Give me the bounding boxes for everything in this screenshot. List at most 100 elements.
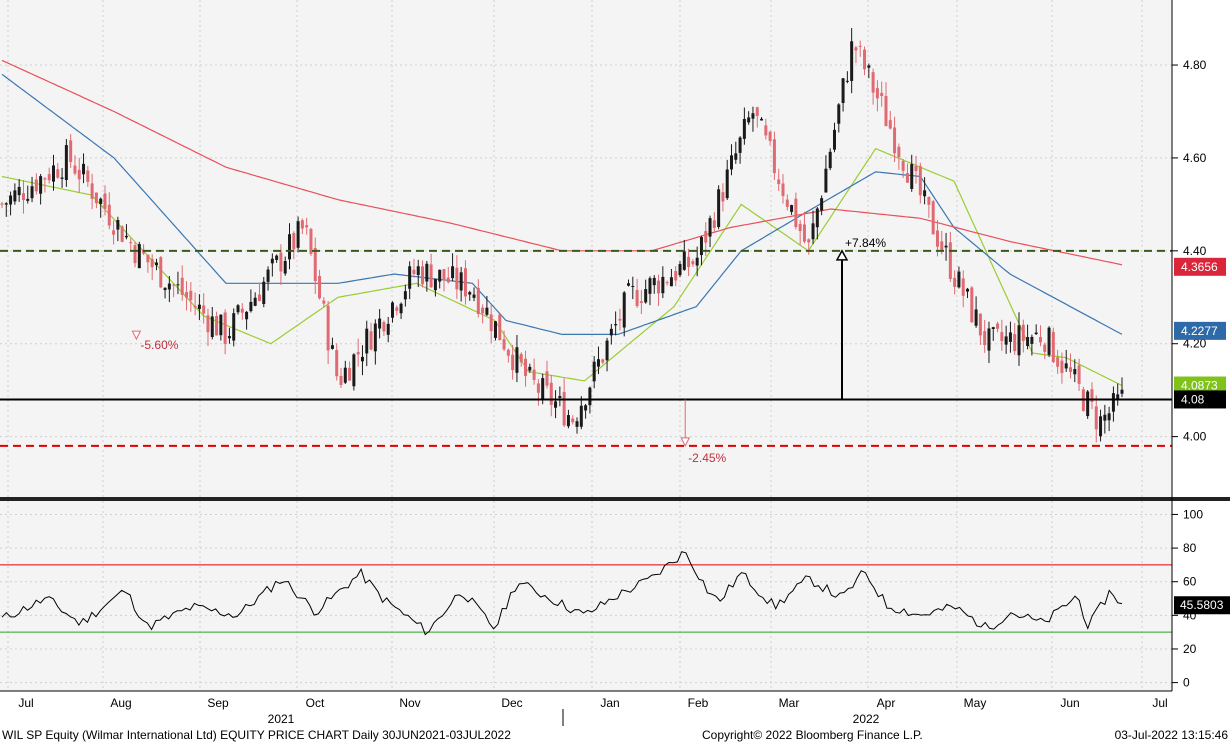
candle-body [343,367,347,383]
candle-body [669,277,673,287]
candle-body [790,205,794,212]
candle-body [970,287,974,323]
candle-body [1021,324,1025,341]
candle-body [541,378,545,400]
price-badge-label: 4.0873 [1181,379,1218,393]
candle-body [545,371,549,386]
price-badge [1174,376,1226,395]
month-label: Sep [207,696,229,710]
candle-body [408,266,412,289]
candle-body [197,304,201,310]
candle-body [519,354,523,363]
candle-body [39,176,43,194]
rsi-badge-label: 45.5803 [1180,598,1224,612]
candle-body [880,92,884,97]
price-axis-label: 4.80 [1183,58,1207,72]
candle-body [738,137,742,153]
candle-body [820,198,824,211]
panel-divider[interactable] [0,497,1230,501]
rsi-grid [0,513,1172,684]
candle-body [1103,414,1107,421]
rsi-series [0,551,1172,636]
loss-arrow-head [680,437,691,448]
candle-body [176,284,180,286]
candle-body [77,169,81,180]
candle-body [566,415,570,427]
candle-body [60,177,64,179]
candle-body [257,294,261,301]
candle-body [747,117,751,123]
candle-body [897,146,901,158]
price-badge-label: 4.08 [1181,392,1205,406]
candle-body [772,139,776,174]
candle-body [828,151,832,169]
candle-body [26,198,30,201]
candle-body [90,183,94,199]
candle-body [17,186,21,196]
candle-body [1013,334,1017,352]
candle-body [94,192,98,204]
candle-body [154,262,158,266]
candle-body [124,235,128,238]
candle-body [1034,332,1038,335]
candle-body [438,269,442,282]
candle-body [1038,337,1042,343]
candle-body [734,153,738,160]
early-loss-annotation-label: -5.60% [140,338,178,352]
candle-body [159,257,163,288]
candle-body [1056,357,1060,367]
gain-arrow-head [835,249,849,261]
candle-body [601,359,605,363]
candle-body [120,226,124,242]
rsi-badge [1174,596,1230,615]
candle-body [69,140,73,162]
candle-body [288,234,292,260]
candle-body [129,242,133,244]
candle-body [1017,325,1021,356]
candle-body [13,190,17,202]
candle-body [888,120,892,129]
candle-body [279,252,283,272]
candle-body [481,307,485,314]
candle-body [991,327,995,329]
candle-body [446,277,450,283]
candle-body [34,179,38,192]
candle-body [524,358,528,376]
candle-body [532,369,536,380]
candle-body [631,285,635,287]
candle-body [219,314,223,336]
candle-body [4,203,8,205]
candle-body [781,183,785,197]
candle-body [639,301,643,303]
candle-body [107,204,111,226]
year-label: 2021 [268,712,295,726]
candle-body [871,72,875,93]
candle-body [914,165,918,171]
candle-body [730,155,734,170]
candle-body [931,201,935,235]
loss-annotation-label: -2.45% [688,451,726,465]
candle-body [571,418,575,423]
price-axis-label: 4.60 [1183,151,1207,165]
candle-body [682,251,686,270]
candle-body [511,354,515,371]
candle-body [785,199,789,207]
candle-body [270,258,274,264]
candle-body [390,302,394,318]
candle-body [451,266,455,279]
candle-body [918,166,922,196]
candle-body [536,383,540,393]
candle-body [116,219,120,230]
candle-body [575,421,579,427]
candle-body [652,277,656,286]
candle-body [854,47,858,51]
candle-body [47,174,51,181]
year-label: 2022 [853,712,880,726]
candle-body [133,245,137,264]
candle-body [764,125,768,136]
candle-body [935,230,939,247]
candle-body [815,208,819,228]
candle-body [596,359,600,367]
candle-body [940,241,944,251]
